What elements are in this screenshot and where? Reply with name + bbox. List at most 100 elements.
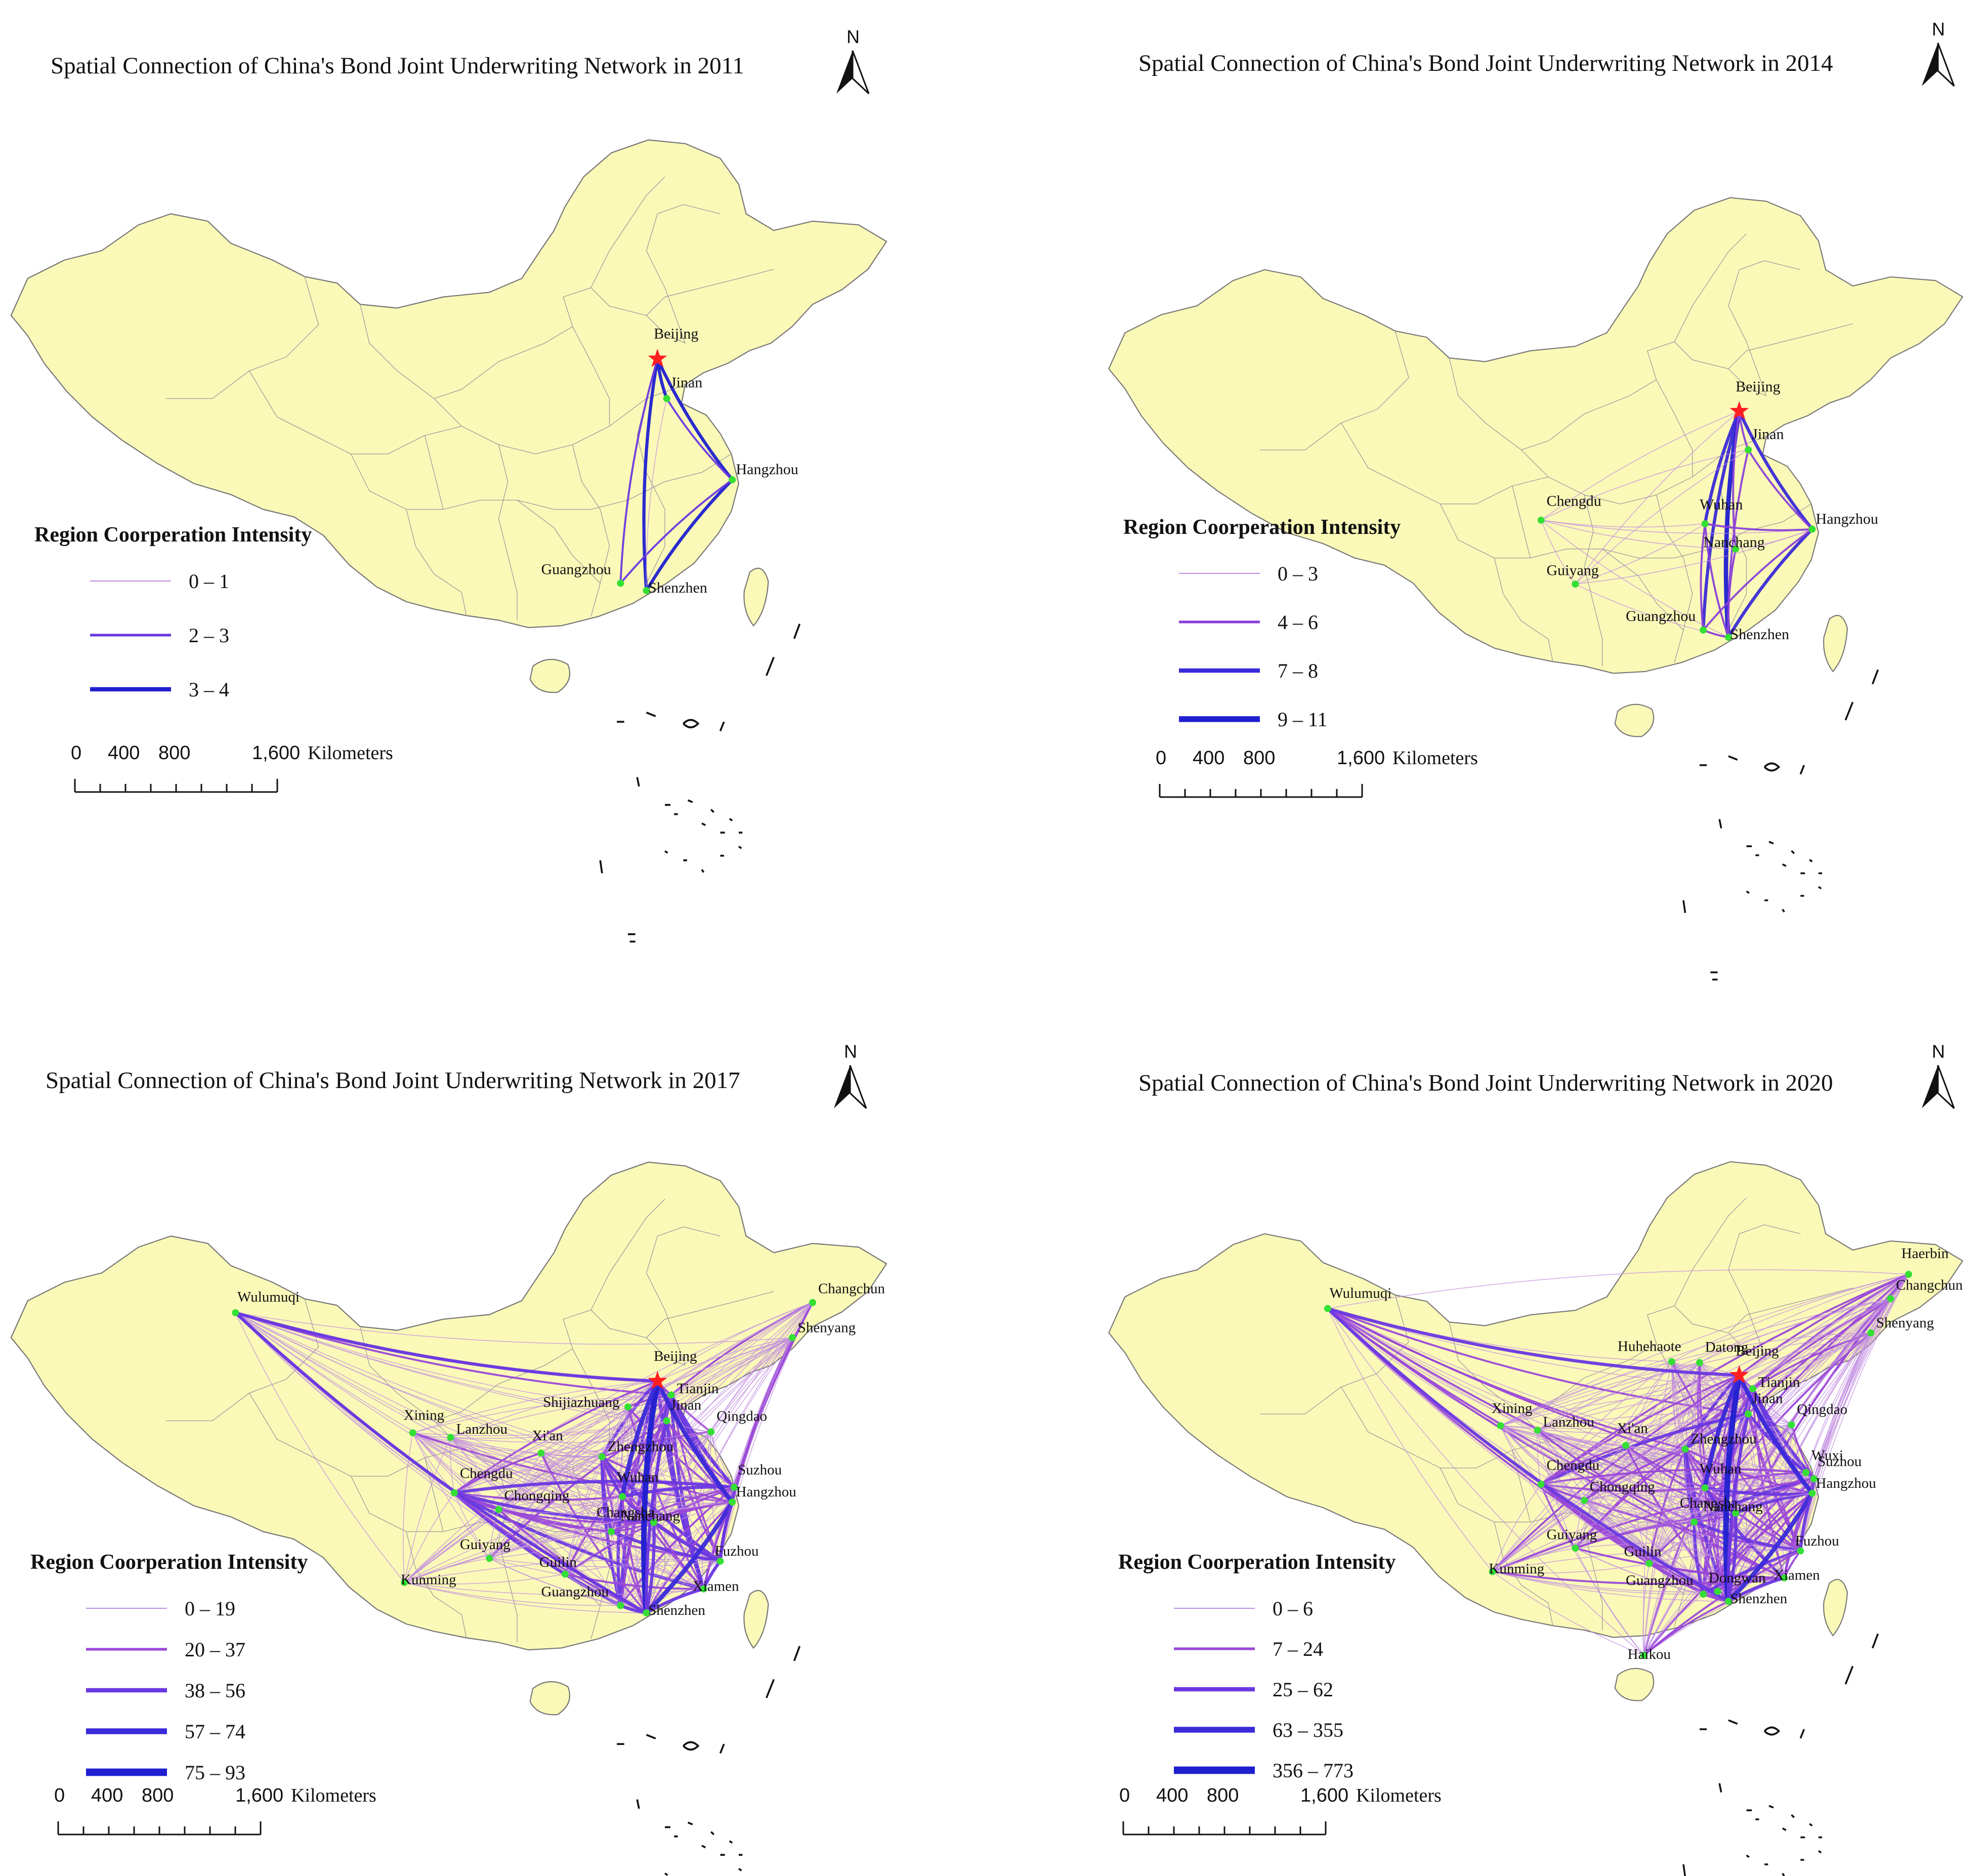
city-markers: Beijing Jinan Chengdu Wuhan Hangzhou Nanchang… [1537,378,1878,643]
city-label: Shijiazhuang [543,1394,619,1410]
city-dot [608,1528,615,1535]
network-link [498,1509,721,1562]
city-dot [1497,1422,1504,1430]
north-label: N [847,26,860,47]
city-label: Beijing [654,1348,697,1364]
network-link [1541,1361,1672,1485]
city-label: Shenzhen [648,1602,705,1618]
network-link [498,1456,603,1510]
network-link [616,1496,624,1606]
capital-star-icon [648,1371,667,1390]
scale-label: 1,600 [235,1785,283,1806]
legend: Region Coorperation Intensity 0 – 19 20 – … [30,1551,308,1784]
network-link [1643,1577,1785,1656]
south-china-sea-islands [1844,701,1854,721]
network-link [1671,1332,1871,1362]
city-label: Shenzhen [1730,626,1790,643]
network-link [645,1500,734,1615]
city-dot [1745,446,1752,453]
south-china-sea-islands [1682,1864,1686,1876]
city-dot [663,395,670,402]
network-links [619,358,734,592]
city-dot [1810,1475,1818,1483]
network-link [1699,1298,1891,1363]
south-china-sea-islands [766,1679,775,1698]
network-links [1541,410,1814,639]
city-dot [1534,1427,1541,1434]
network-link [1500,1362,1700,1426]
city-markers: Haerbin Changchun Shenyang Wulumuqi Huhehaot… [1324,1245,1963,1662]
city-label: Huhehaote [1618,1338,1681,1354]
legend-label: 57 – 74 [185,1720,245,1743]
city-dot [1732,545,1740,553]
city-dot [447,1434,454,1441]
network-link [454,1406,628,1493]
network-link [1625,1445,1685,1450]
network-link [665,398,733,481]
province-boundary [1647,341,1767,396]
south-china-sea-islands [1746,1805,1774,1820]
province-boundary [360,1326,573,1422]
network-link [645,1587,704,1614]
network-link [404,1337,793,1583]
network-link [710,1337,793,1432]
network-link [1735,1513,1801,1552]
south-china-sea-islands [683,719,700,729]
south-china-sea-islands [701,809,743,834]
legend-label: 38 – 56 [185,1679,245,1702]
city-dot [409,1429,416,1437]
city-dot [1700,627,1707,634]
scale-label: 800 [1243,747,1275,769]
network-link [720,1337,793,1562]
city-dot [1867,1329,1875,1337]
city-label: Chengdu [460,1466,513,1482]
network-link [1537,1429,1785,1579]
south-china-sea-islands [599,860,603,873]
south-china-sea-islands [664,846,742,873]
network-link [404,1502,733,1583]
south-china-sea-islands [1746,841,1774,856]
south-china-sea-islands [636,1799,640,1809]
city-label: Changchun [1896,1277,1963,1293]
network-link [1694,1521,1785,1579]
network-link [1326,1307,1729,1603]
city-label: Hangzhou [736,1484,796,1500]
network-link [450,1437,621,1606]
province-boundary [1512,486,1531,558]
network-link [666,1302,813,1422]
province-boundary [360,304,573,399]
south-china-sea-islands [1718,819,1722,828]
network-link [1492,1563,1649,1574]
province-boundary [590,177,665,288]
network-link [1541,410,1740,521]
city-label: Jinan [670,374,702,391]
province-boundary [1584,494,1603,666]
network-link [1584,1362,1700,1501]
taiwan-island [1823,615,1848,673]
city-label: Haerbin [1901,1245,1949,1262]
city-dot [1700,1591,1707,1598]
network-link [1492,1492,1812,1572]
south-china-sea-islands [1710,971,1718,981]
scale-label: 1,600 [252,742,300,764]
network-link [235,1312,792,1345]
network-link [1799,1492,1814,1551]
province-boundary [572,444,610,617]
network-link [1739,1332,1871,1376]
city-dot [1622,1442,1630,1449]
network-link [1643,1600,1729,1656]
city-dot [1681,1445,1689,1453]
network-link [1790,1424,1815,1480]
city-dot [1797,1547,1804,1555]
network-link [1727,528,1813,638]
panel-2: Spatial Connection of China's Bond Joint… [1108,19,1963,981]
network-link [1642,1563,1650,1656]
network-link [454,1491,623,1501]
province-boundary [637,398,665,583]
city-label: Fuzhou [1795,1533,1839,1549]
network-link [404,1509,499,1583]
network-link [1541,1473,1814,1485]
network-link [1541,1484,1736,1514]
network-link [1541,1448,1685,1485]
city-dot [716,1557,724,1565]
